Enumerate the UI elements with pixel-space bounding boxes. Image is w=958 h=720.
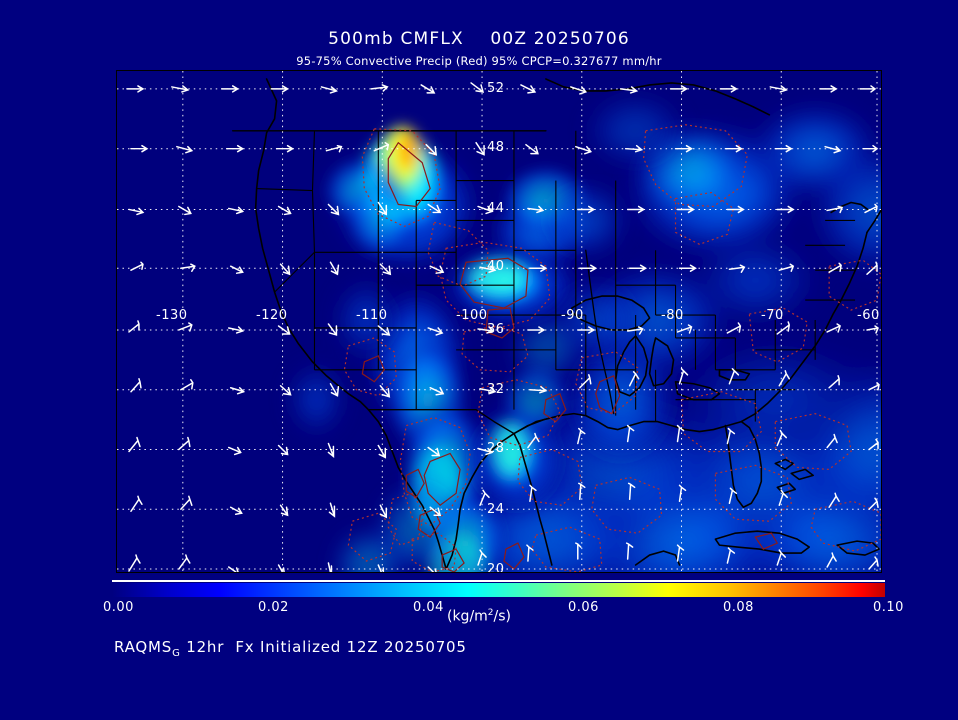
colorbar-top-rule	[112, 580, 885, 582]
map-coastlines	[231, 78, 881, 570]
colorbar-tick: 0.00	[103, 600, 134, 615]
colorbar-tick: 0.06	[568, 600, 599, 615]
colorbar-tick: 0.10	[873, 600, 904, 615]
map-canvas	[117, 71, 881, 572]
map-state-borders	[256, 130, 856, 422]
colorbar-tick: 0.04	[413, 600, 444, 615]
model-run-text: 12hr Fx Initialized 12Z 20250705	[180, 638, 467, 656]
colorbar-units-label: (kg/m2/s)	[0, 608, 958, 625]
cmflx-heatmap	[117, 71, 881, 572]
units-suffix: /s)	[493, 608, 512, 625]
units-prefix: (kg/m	[446, 608, 488, 625]
colorbar-tick: 0.08	[723, 600, 754, 615]
page-subtitle: 95-75% Convective Precip (Red) 95% CPCP=…	[296, 54, 662, 68]
colorbar: 0.00 0.02 0.04 0.06 0.08 0.10	[103, 580, 903, 615]
page-title: 500mb CMFLX 00Z 20250706	[328, 29, 630, 49]
units-exponent: 2	[487, 608, 494, 618]
model-name: RAQMS	[114, 638, 173, 656]
colorbar-gradient	[112, 583, 885, 597]
colorbar-tick: 0.02	[258, 600, 289, 615]
contour-75pct	[343, 124, 881, 572]
model-run-caption: RAQMSG 12hr Fx Initialized 12Z 20250705	[114, 638, 467, 659]
contour-95pct	[361, 141, 779, 572]
wind-vectors	[126, 82, 880, 572]
map-plot-panel: 52 48 44 40 36 32 28 24 20 -130 -120 -11…	[116, 70, 882, 573]
model-subscript: G	[172, 648, 181, 659]
